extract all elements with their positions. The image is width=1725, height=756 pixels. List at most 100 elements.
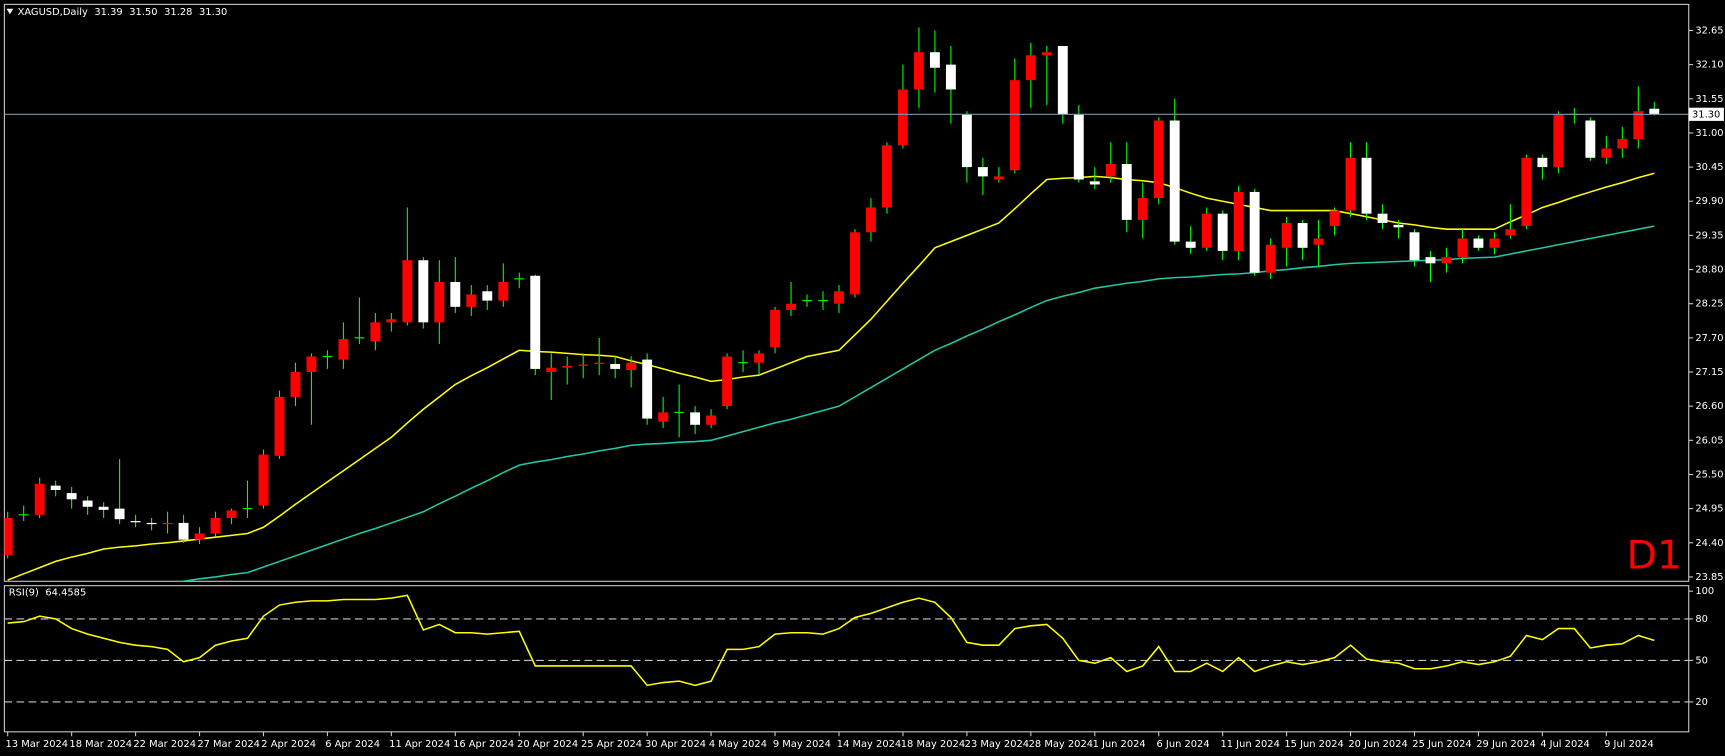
candle-body — [706, 415, 717, 425]
candle-body — [1617, 139, 1628, 149]
x-tick-label: 16 Apr 2024 — [453, 739, 514, 750]
candle-body — [770, 309, 780, 348]
candle-body — [1361, 157, 1372, 214]
header-high: 31.50 — [129, 7, 157, 18]
y-tick-label: 31.00 — [1695, 128, 1723, 139]
x-tick-label: 27 Mar 2024 — [197, 739, 260, 750]
candle-body — [1233, 191, 1244, 251]
candle-body — [1137, 198, 1148, 220]
candle-body — [1585, 120, 1596, 158]
candle-body — [210, 517, 221, 534]
x-tick-label: 20 Apr 2024 — [517, 739, 578, 750]
header-close: 31.30 — [199, 7, 227, 18]
candle-body — [130, 521, 141, 523]
x-tick-label: 9 Jul 2024 — [1604, 739, 1654, 750]
y-tick-label: 24.40 — [1695, 538, 1723, 549]
x-tick-label: 1 Jun 2024 — [1093, 739, 1146, 750]
candle-body — [1457, 238, 1468, 258]
x-tick-label: 28 May 2024 — [1029, 739, 1093, 750]
candle-body — [290, 372, 301, 397]
x-tick-label: 11 Apr 2024 — [389, 739, 450, 750]
candle-body — [50, 485, 61, 491]
candle-body — [1505, 229, 1516, 236]
candle-body — [1185, 241, 1196, 248]
x-tick-label: 18 May 2024 — [901, 739, 965, 750]
candle-body — [1425, 257, 1436, 264]
candle-body — [1025, 55, 1036, 81]
x-tick-label: 22 Mar 2024 — [133, 739, 196, 750]
candle-body — [82, 500, 93, 507]
candle-body — [594, 362, 605, 364]
candle-body — [274, 396, 285, 456]
y-tick-label: 50 — [1695, 655, 1708, 666]
candle-body — [450, 281, 461, 307]
candle-body — [690, 412, 701, 425]
candle-body — [929, 52, 940, 68]
y-tick-label: 25.50 — [1695, 469, 1723, 480]
candle-body — [1009, 80, 1020, 171]
candle-body — [1329, 210, 1340, 227]
candle-body — [1441, 257, 1452, 264]
candle-body — [1377, 213, 1388, 223]
candle-body — [386, 319, 397, 323]
candle-body — [402, 260, 413, 323]
candle-body — [1313, 238, 1324, 245]
price-label: 31.30 — [1692, 109, 1720, 120]
candle-body — [786, 303, 796, 310]
candle-body — [882, 145, 892, 208]
rsi-plot — [4, 594, 1689, 703]
y-tick-label: 20 — [1695, 697, 1708, 708]
candle-body — [1169, 120, 1180, 242]
timeframe-label: D1 — [1627, 533, 1683, 579]
candle-body — [866, 207, 876, 233]
candle-body — [977, 167, 988, 177]
candle-body — [1281, 222, 1292, 248]
candle-body — [306, 356, 317, 373]
candle-body — [1201, 213, 1212, 248]
x-tick-label: 30 Apr 2024 — [645, 739, 706, 750]
candle-body — [338, 339, 349, 360]
x-tick-label: 2 Apr 2024 — [261, 739, 316, 750]
candle-body — [546, 367, 557, 373]
main-plot — [4, 27, 1689, 582]
header-low: 31.28 — [164, 7, 192, 18]
y-tick-label: 80 — [1695, 614, 1708, 625]
candle-body — [1489, 238, 1500, 248]
y-tick-label: 100 — [1695, 586, 1714, 597]
x-tick-label: 4 Jul 2024 — [1540, 739, 1590, 750]
candle-body — [1217, 213, 1228, 251]
candle-body — [1553, 114, 1564, 168]
candle-body — [961, 114, 972, 168]
candle-body — [1473, 238, 1484, 248]
candle-body — [850, 232, 860, 295]
candle-body — [626, 362, 637, 371]
candle-body — [418, 260, 429, 323]
candle-body — [1089, 181, 1100, 185]
x-tick-label: 13 Mar 2024 — [5, 739, 68, 750]
x-tick-label: 6 Jun 2024 — [1157, 739, 1210, 750]
x-tick-label: 14 May 2024 — [837, 739, 901, 750]
candle-body — [530, 275, 541, 369]
candle-body — [434, 281, 445, 323]
candle-body — [1393, 224, 1404, 228]
candle-body — [1649, 108, 1660, 115]
x-tick-label: 11 Jun 2024 — [1220, 739, 1279, 750]
x-tick-label: 15 Jun 2024 — [1284, 739, 1343, 750]
candle-body — [658, 412, 669, 422]
candle-body — [913, 52, 924, 90]
y-tick-label: 27.15 — [1695, 367, 1723, 378]
menu-triangle — [6, 8, 14, 15]
y-tick-label: 23.85 — [1695, 572, 1723, 583]
candle-body — [98, 506, 109, 510]
x-tick-label: 18 Mar 2024 — [69, 739, 132, 750]
axes: 32.65 32.10 31.55 31.00 30.45 29.90 29.35 28.80… — [5, 7, 1724, 750]
candle-body — [1073, 114, 1084, 180]
symbol-title: XAGUSD,Daily — [18, 7, 88, 18]
rsi-panel-frame — [3, 585, 1690, 733]
y-tick-label: 26.60 — [1695, 401, 1723, 412]
candle-body — [1537, 157, 1548, 168]
price-label-box — [1688, 107, 1724, 121]
x-tick-label: 25 Jun 2024 — [1412, 739, 1471, 750]
y-tick-label: 24.95 — [1695, 504, 1723, 515]
candle-body — [1297, 222, 1308, 248]
